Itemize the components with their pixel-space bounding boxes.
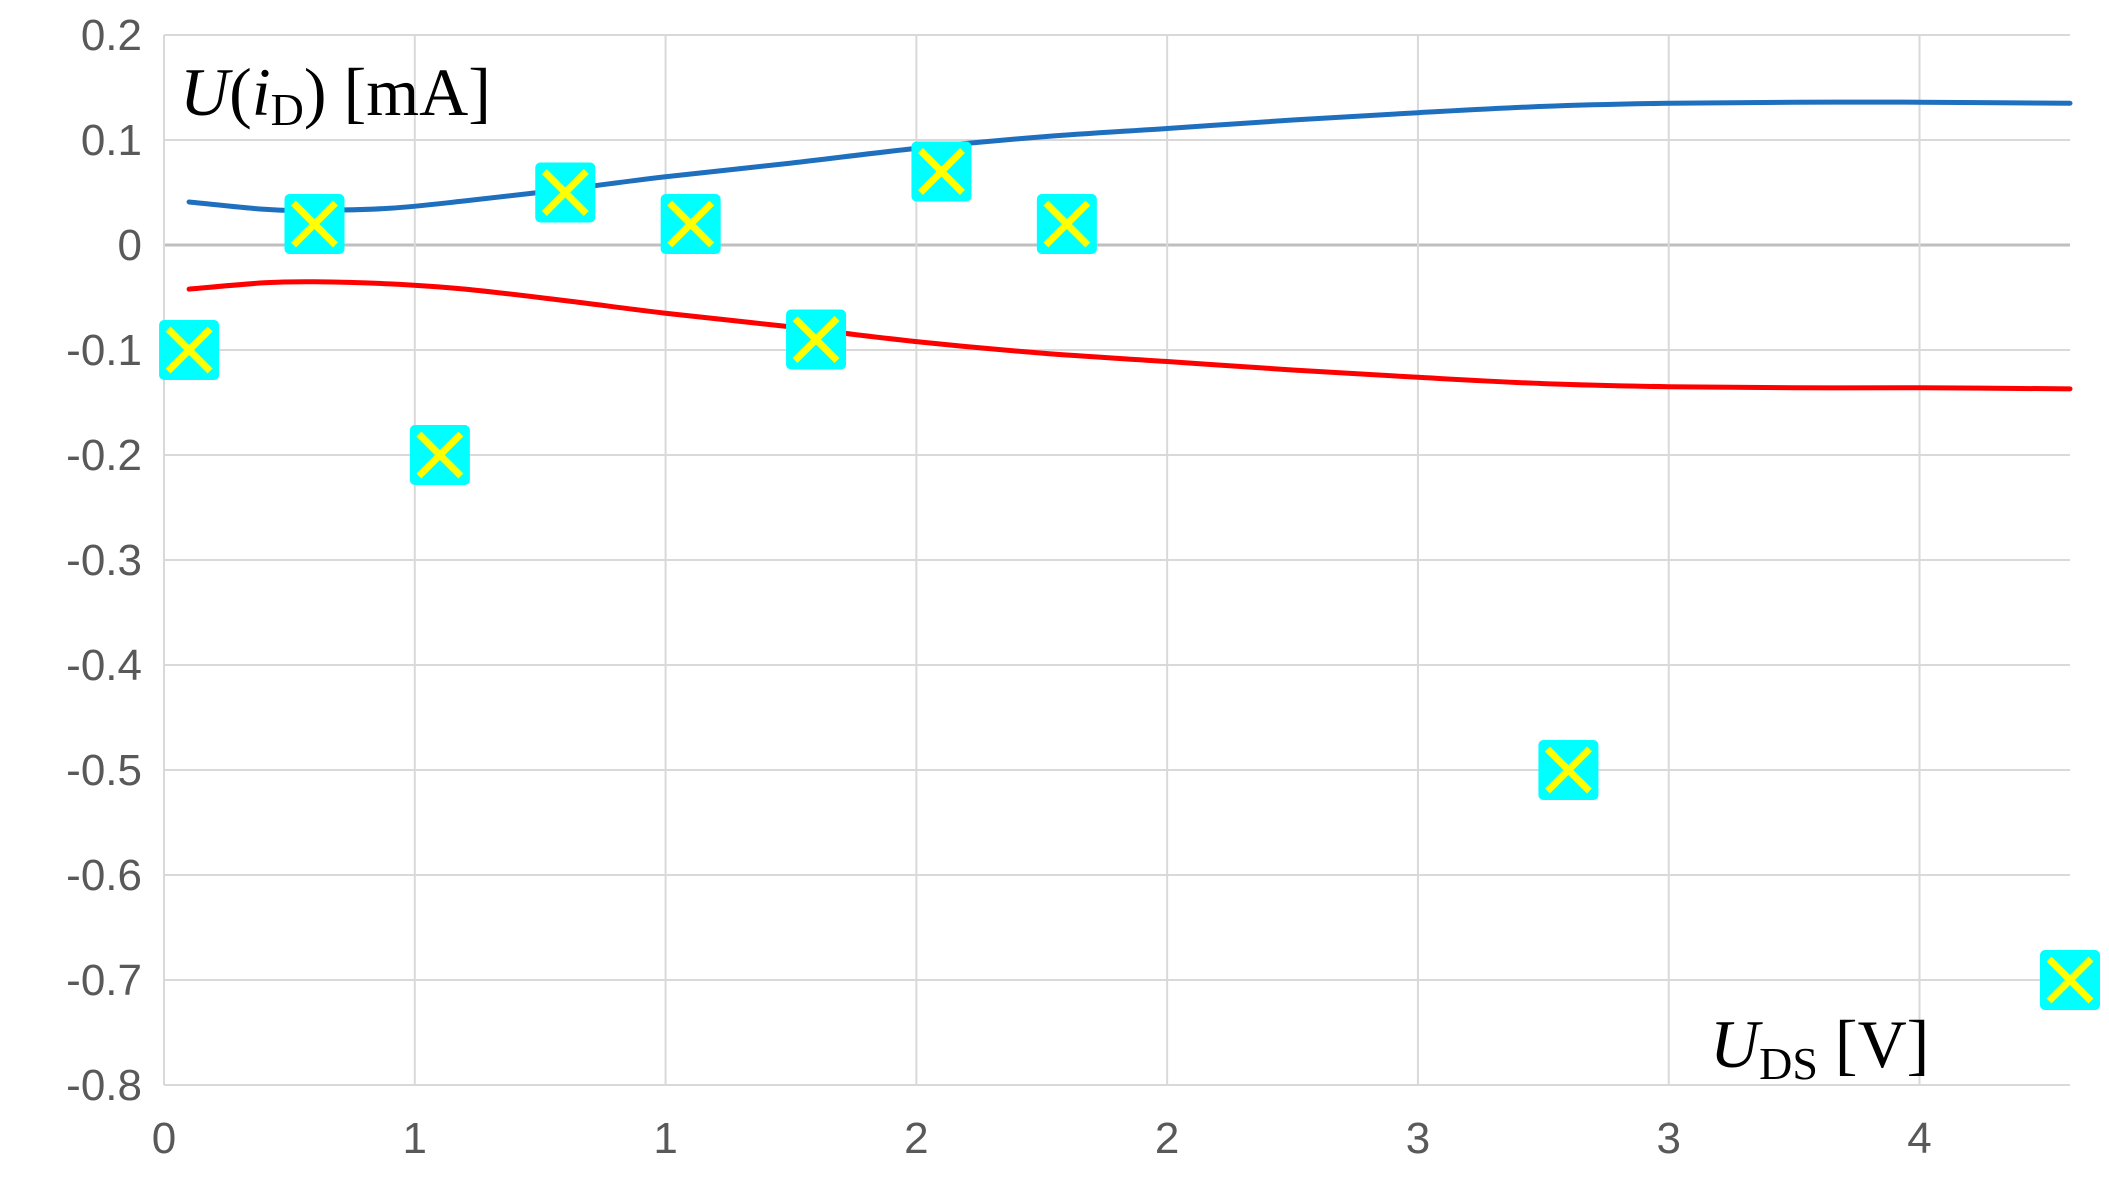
- series: [186, 99, 2073, 392]
- marker-cross: [290, 200, 338, 248]
- y-tick-label: -0.1: [66, 326, 142, 375]
- marker-cross: [2046, 956, 2094, 1004]
- y-tick-label: 0.2: [81, 11, 142, 60]
- marker-cross: [165, 326, 213, 374]
- x-tick-labels: 0 1 1 2 2 3 3 4: [152, 1114, 1932, 1163]
- data-point: [660, 194, 721, 254]
- x-tick-label: 2: [904, 1114, 928, 1163]
- y-tick-label: -0.6: [66, 851, 142, 900]
- data-point: [911, 141, 972, 202]
- x-tick-label: 2: [1155, 1114, 1179, 1163]
- data-point: [409, 425, 470, 485]
- data-point: [1538, 740, 1599, 800]
- x-tick-label: 1: [653, 1114, 677, 1163]
- data-point: [786, 309, 847, 370]
- data-point: [535, 162, 596, 223]
- marker-cross: [792, 316, 840, 363]
- marker-cross: [1043, 200, 1091, 248]
- x-tick-label: 4: [1907, 1114, 1931, 1163]
- y-tick-label: -0.3: [66, 536, 142, 585]
- y-axis-label: U(iD) [mA]: [180, 54, 491, 135]
- y-tick-label: 0.1: [81, 116, 142, 165]
- lower-bound-line: [186, 279, 2073, 392]
- x-tick-label: 3: [1406, 1114, 1430, 1163]
- y-tick-label: 0: [118, 221, 142, 270]
- grid: [163, 34, 2070, 1086]
- upper-bound-line: [186, 99, 2073, 213]
- y-tick-label: -0.4: [66, 641, 142, 690]
- marker-cross: [541, 169, 589, 216]
- data-point: [284, 194, 345, 254]
- y-tick-label: -0.5: [66, 746, 142, 795]
- x-tick-label: 1: [403, 1114, 427, 1163]
- data-point: [159, 320, 220, 380]
- y-tick-labels: 0.2 0.1 0 -0.1 -0.2 -0.3 -0.4 -0.5 -0.6 -0.7 -0.8: [66, 11, 142, 1110]
- marker-cross: [917, 148, 965, 195]
- x-axis-label: UDS [V]: [1710, 1006, 1929, 1089]
- x-tick-label: 0: [152, 1114, 176, 1163]
- y-tick-label: -0.7: [66, 956, 142, 1005]
- y-tick-label: -0.2: [66, 431, 142, 480]
- marker-cross: [416, 431, 464, 479]
- x-tick-label: 3: [1656, 1114, 1680, 1163]
- marker-cross: [667, 200, 715, 248]
- markers: [159, 141, 2100, 1010]
- data-point: [2040, 950, 2100, 1010]
- data-point: [1036, 194, 1097, 254]
- y-tick-label: -0.8: [66, 1061, 142, 1110]
- marker-cross: [1544, 746, 1592, 794]
